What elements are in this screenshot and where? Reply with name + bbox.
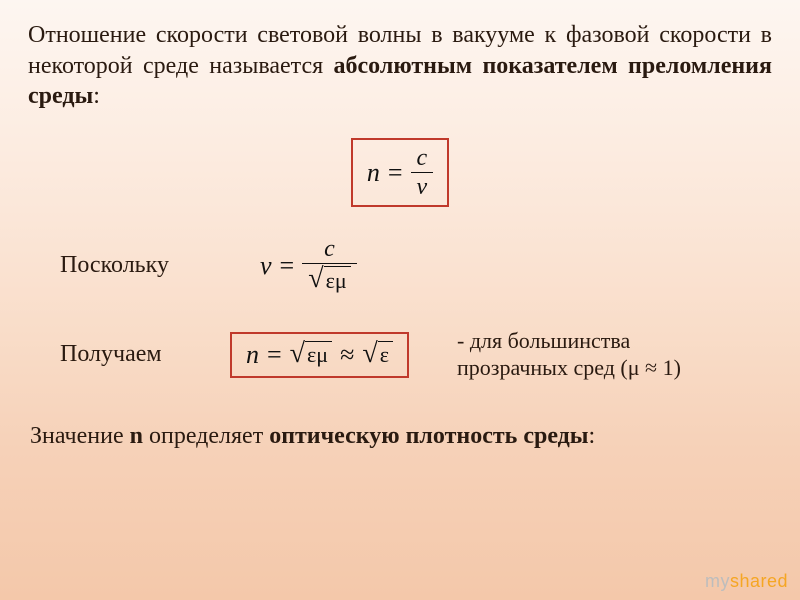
- watermark-part1: my: [705, 571, 730, 591]
- f1-frac: c v: [411, 146, 434, 199]
- formula-1-row: n = c v: [28, 138, 772, 207]
- surd-icon: √: [362, 340, 377, 368]
- f3-rad2: ε: [378, 341, 393, 369]
- f3-sqrt2: √ ε: [362, 341, 393, 369]
- f3-lhs: n: [246, 340, 259, 370]
- concl-pre: Значение: [30, 423, 130, 449]
- row3-note: - для большинства прозрачных сред (μ ≈ 1…: [457, 328, 681, 381]
- formula-3-box: n = √ εμ ≈ √ ε: [230, 332, 409, 378]
- formula-1: n = c v: [367, 146, 433, 199]
- intro-post: :: [93, 83, 100, 109]
- surd-icon: √: [290, 340, 305, 368]
- f2-num: c: [318, 237, 341, 261]
- f1-eq: =: [388, 158, 403, 188]
- formula-2: v = c √ εμ: [260, 237, 357, 294]
- f2-eq: =: [280, 251, 295, 281]
- watermark-part2: shared: [730, 571, 788, 591]
- f2-sqrt: √ εμ: [308, 266, 350, 294]
- f1-bar: [411, 172, 434, 173]
- row2-lead: Поскольку: [28, 252, 200, 279]
- row-2: Поскольку v = c √ εμ: [28, 237, 772, 294]
- f3-rad1: εμ: [305, 341, 332, 369]
- surd-icon: √: [308, 265, 323, 293]
- intro-paragraph: Отношение скорости световой волны в ваку…: [28, 20, 772, 112]
- row-3: Получаем n = √ εμ ≈ √ ε - для большинств…: [28, 328, 772, 381]
- conclusion: Значение n определяет оптическую плотнос…: [28, 423, 772, 450]
- f1-den: v: [411, 175, 434, 199]
- f2-radicand: εμ: [324, 266, 351, 294]
- concl-bold: оптическую плотность среды: [269, 423, 588, 449]
- concl-n: n: [130, 423, 143, 449]
- f3-approx: ≈: [340, 340, 354, 370]
- f1-num: c: [411, 146, 434, 170]
- f2-frac: c √ εμ: [302, 237, 356, 294]
- f3-eq: =: [267, 340, 282, 370]
- formula-1-box: n = c v: [351, 138, 449, 207]
- f2-den: √ εμ: [302, 266, 356, 294]
- row3-note-l2: прозрачных сред (μ ≈ 1): [457, 355, 681, 380]
- f3-sqrt1: √ εμ: [290, 341, 332, 369]
- formula-3: n = √ εμ ≈ √ ε: [246, 340, 393, 370]
- concl-post: :: [589, 423, 596, 449]
- f1-lhs: n: [367, 158, 380, 188]
- row3-note-l1: - для большинства: [457, 328, 630, 353]
- f2-lhs: v: [260, 251, 272, 281]
- watermark: myshared: [705, 571, 788, 592]
- concl-mid: определяет: [143, 423, 269, 449]
- row3-lead: Получаем: [28, 341, 200, 368]
